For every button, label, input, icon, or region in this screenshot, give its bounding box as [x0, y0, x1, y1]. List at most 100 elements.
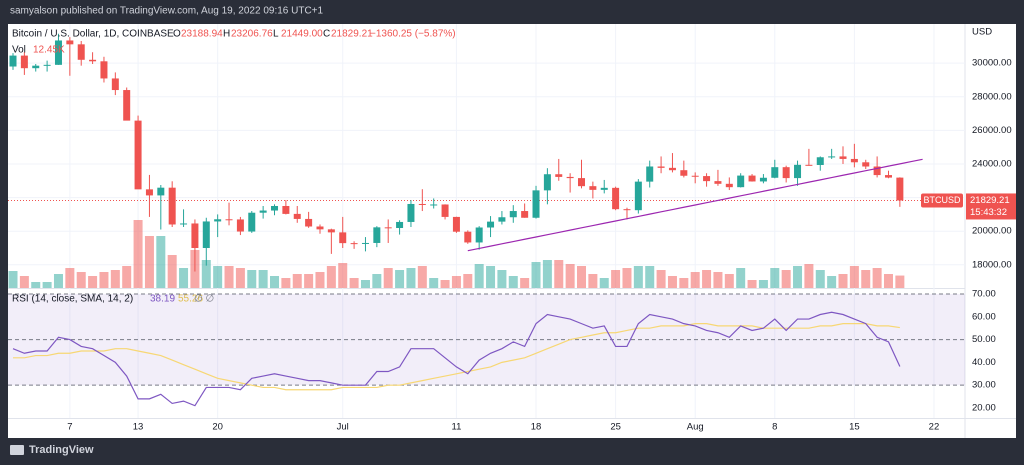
volume-value: 12.45K: [33, 45, 65, 56]
candle-body: [111, 78, 119, 91]
candle-body: [191, 223, 199, 249]
grid: [8, 24, 965, 418]
candle-body: [452, 216, 460, 232]
volume-bar: [292, 274, 302, 288]
volume-bar: [815, 270, 825, 288]
volume-bar: [656, 270, 666, 288]
candle-body: [873, 166, 881, 176]
volume-bar: [531, 262, 541, 288]
volume-bar: [758, 280, 768, 288]
volume-bar: [474, 264, 484, 288]
volume-bar: [179, 268, 189, 288]
trendline: [467, 158, 923, 252]
volume-bar: [133, 220, 143, 288]
candle-body: [657, 166, 665, 168]
candle-body: [896, 177, 904, 201]
candle-body: [691, 175, 699, 177]
volume-bar: [235, 268, 245, 288]
volume-bar: [508, 276, 518, 288]
candle-body: [225, 219, 233, 221]
volume-bar: [224, 266, 234, 288]
candle-body: [521, 211, 529, 218]
candle-body: [43, 64, 51, 66]
candle-body: [418, 203, 426, 205]
candle-body: [600, 187, 608, 190]
rsi-label: RSI (14, close, SMA, 14, 2): [12, 294, 133, 305]
candle-body: [54, 40, 62, 65]
candle-body: [748, 175, 756, 182]
candle-body: [498, 217, 506, 222]
candle-body: [771, 167, 779, 178]
volume-bar: [326, 266, 336, 288]
legend: Bitcoin / U.S. Dollar, 1D, COINBASE Vol …: [12, 29, 456, 305]
footer: TradingView: [29, 444, 94, 456]
candle-body: [282, 205, 290, 214]
candle-body: [646, 166, 654, 182]
volume-bar: [895, 275, 905, 288]
candle-body: [214, 219, 222, 222]
candle-body: [828, 156, 836, 158]
y-tick-label: 24000.00: [972, 158, 1012, 169]
candle-body: [555, 174, 563, 177]
candle-body: [464, 231, 472, 243]
ohlc-value: 23206.76: [231, 29, 273, 40]
x-tick-label: Aug: [687, 422, 704, 433]
x-tick-label: 18: [531, 422, 542, 433]
volume-bar: [486, 266, 496, 288]
candle-body: [157, 187, 165, 196]
volume-bar: [167, 255, 177, 288]
volume-bar: [724, 274, 734, 288]
candle-body: [202, 221, 210, 249]
candle-body: [9, 55, 17, 67]
volume-label: Vol: [12, 45, 26, 56]
candle-body: [134, 120, 142, 190]
volume-bar: [417, 266, 427, 288]
symbol: Bitcoin / U.S. Dollar, 1D, COINBASE: [12, 29, 174, 40]
ohlc-value: 21449.00: [281, 29, 323, 40]
candle-body: [441, 204, 449, 217]
currency: USD: [972, 27, 992, 38]
volume-bar: [747, 280, 757, 288]
countdown: 15:43:32: [970, 207, 1007, 218]
candle-body: [305, 218, 313, 227]
candle-body: [339, 232, 347, 244]
rsi-tick-label: 20.00: [972, 402, 996, 413]
volume-bar: [213, 266, 223, 288]
candle-body: [145, 189, 153, 196]
x-tick-label: 25: [610, 422, 621, 433]
candle-body: [703, 176, 711, 182]
rsi-tick-label: 50.00: [972, 334, 996, 345]
volume-bar: [611, 270, 621, 288]
change: −1360.25 (−5.87%): [370, 29, 456, 40]
volume-bar: [667, 276, 677, 288]
volume-bar: [440, 280, 450, 288]
candle-body: [725, 183, 733, 188]
ohlc-label: O: [173, 29, 181, 40]
volume-bar: [633, 266, 643, 288]
candle-body: [430, 204, 438, 206]
volume-bar: [804, 264, 814, 288]
x-tick-label: Jul: [337, 422, 349, 433]
rsi-line: [12, 311, 901, 407]
candle-body: [850, 158, 858, 163]
candle-body: [623, 209, 631, 211]
candle-body: [361, 242, 369, 244]
volume-bar: [349, 278, 359, 288]
candle-body: [271, 205, 279, 211]
volume-bar: [577, 266, 586, 288]
volume-bar: [554, 260, 564, 288]
volume-bar: [713, 272, 723, 288]
candle-body: [578, 178, 585, 187]
volume-bar: [19, 276, 29, 288]
candle-body: [612, 187, 620, 210]
candle-body: [32, 65, 40, 69]
volume-bar: [156, 236, 166, 288]
y-tick-label: 26000.00: [972, 125, 1012, 136]
volume-bar: [781, 270, 791, 288]
volume-bar: [849, 266, 859, 288]
rsi-extra: ∅ ∅: [194, 294, 214, 305]
ohlc-label: C: [323, 29, 330, 40]
volume-bar: [679, 278, 689, 288]
